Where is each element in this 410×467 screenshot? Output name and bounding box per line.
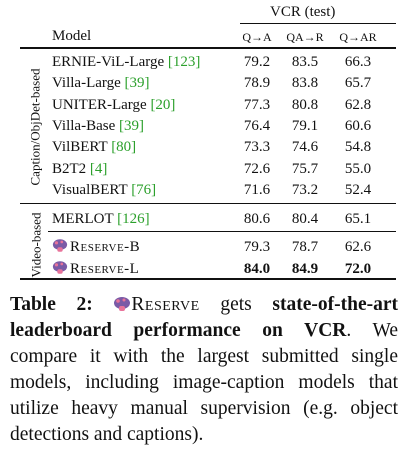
model-name: Reserve-B	[70, 239, 141, 256]
model-cell: Reserve-B	[52, 238, 140, 258]
value-cell: 80.8	[291, 96, 319, 113]
citation: [39]	[119, 117, 144, 134]
value-cell: 74.6	[291, 139, 319, 156]
value-cell: 84.0	[243, 260, 271, 277]
value-cell: 79.1	[291, 117, 319, 134]
value-cell: 77.3	[243, 96, 271, 113]
value-cell: 55.0	[344, 160, 372, 177]
value-cell: 80.6	[243, 211, 271, 228]
model-name: Reserve-L	[70, 260, 140, 277]
value-cell: 52.4	[344, 181, 372, 198]
value-cell: 62.6	[344, 239, 372, 256]
rule	[20, 278, 396, 280]
rule	[20, 47, 396, 49]
value-cell: 83.5	[291, 54, 319, 70]
reserve-icon	[52, 238, 68, 258]
value-cell: 72.0	[344, 260, 372, 277]
value-cell: 62.8	[344, 96, 372, 113]
model-name: VisualBERT	[52, 181, 128, 198]
model-cell: Reserve-L	[52, 260, 139, 280]
model-cell: B2T2 [4]	[52, 160, 107, 178]
model-name: VilBERT	[52, 139, 108, 156]
column-header: QA→R	[286, 30, 324, 44]
model-cell: VisualBERT [76]	[52, 181, 156, 199]
value-cell: 84.9	[291, 260, 319, 277]
column-header: Model	[52, 28, 92, 44]
citation: [76]	[131, 181, 157, 198]
model-name: MERLOT	[52, 211, 114, 228]
model-name: Villa-Base	[52, 117, 116, 134]
value-cell: 66.3	[344, 54, 372, 70]
citation: [126]	[117, 211, 150, 228]
value-cell: 80.4	[291, 211, 319, 228]
caption-bold-text: state-of-the-art leaderboard performance…	[10, 294, 398, 341]
citation: [20]	[150, 96, 176, 113]
caption-text: . We compare it with the largest submitt…	[10, 320, 398, 445]
citation: [39]	[124, 75, 150, 92]
reserve-icon	[52, 260, 68, 280]
model-name: ERNIE-ViL-Large	[52, 54, 165, 70]
value-cell: 79.3	[243, 239, 271, 256]
column-header: Q→A	[242, 30, 272, 44]
model-cell: ERNIE-ViL-Large [123]	[52, 53, 200, 71]
caption: Table 2: Reserve gets state-of-the-art l…	[10, 292, 398, 448]
caption-label: Table 2:	[10, 294, 93, 315]
value-cell: 83.8	[291, 75, 319, 92]
value-cell: 78.7	[291, 239, 319, 256]
rule	[240, 23, 396, 24]
rule	[20, 203, 396, 205]
model-cell: Villa-Large [39]	[52, 74, 150, 92]
citation: [123]	[167, 54, 201, 70]
column-header: Q→AR	[339, 30, 377, 44]
value-cell: 75.7	[291, 160, 319, 177]
value-cell: 73.2	[291, 181, 319, 198]
model-name: B2T2	[52, 160, 87, 177]
model-name: Villa-Large	[52, 75, 121, 92]
caption-model-name: Reserve	[131, 294, 200, 315]
model-cell: MERLOT [126]	[52, 210, 150, 228]
model-cell: VilBERT [80]	[52, 138, 136, 156]
reserve-icon	[114, 297, 131, 311]
citation: [80]	[111, 139, 137, 156]
caption-text: gets	[220, 294, 252, 315]
group-header: VCR (test)	[270, 4, 336, 20]
model-cell: UNITER-Large [20]	[52, 96, 175, 114]
model-cell: Villa-Base [39]	[52, 117, 144, 135]
value-cell: 76.4	[243, 117, 271, 134]
value-cell: 65.7	[344, 75, 372, 92]
value-cell: 71.6	[243, 181, 271, 198]
model-name: UNITER-Large	[52, 96, 147, 113]
value-cell: 73.3	[243, 139, 271, 156]
citation: [4]	[89, 160, 108, 177]
value-cell: 78.9	[243, 75, 271, 92]
value-cell: 79.2	[243, 54, 271, 70]
group-label: Video-based	[27, 212, 43, 278]
group-label: Caption/ObjDet-based	[28, 68, 43, 186]
rule	[48, 231, 396, 233]
value-cell: 54.8	[344, 139, 372, 156]
value-cell: 60.6	[344, 117, 372, 134]
value-cell: 72.6	[243, 160, 271, 177]
value-cell: 65.1	[344, 211, 372, 228]
